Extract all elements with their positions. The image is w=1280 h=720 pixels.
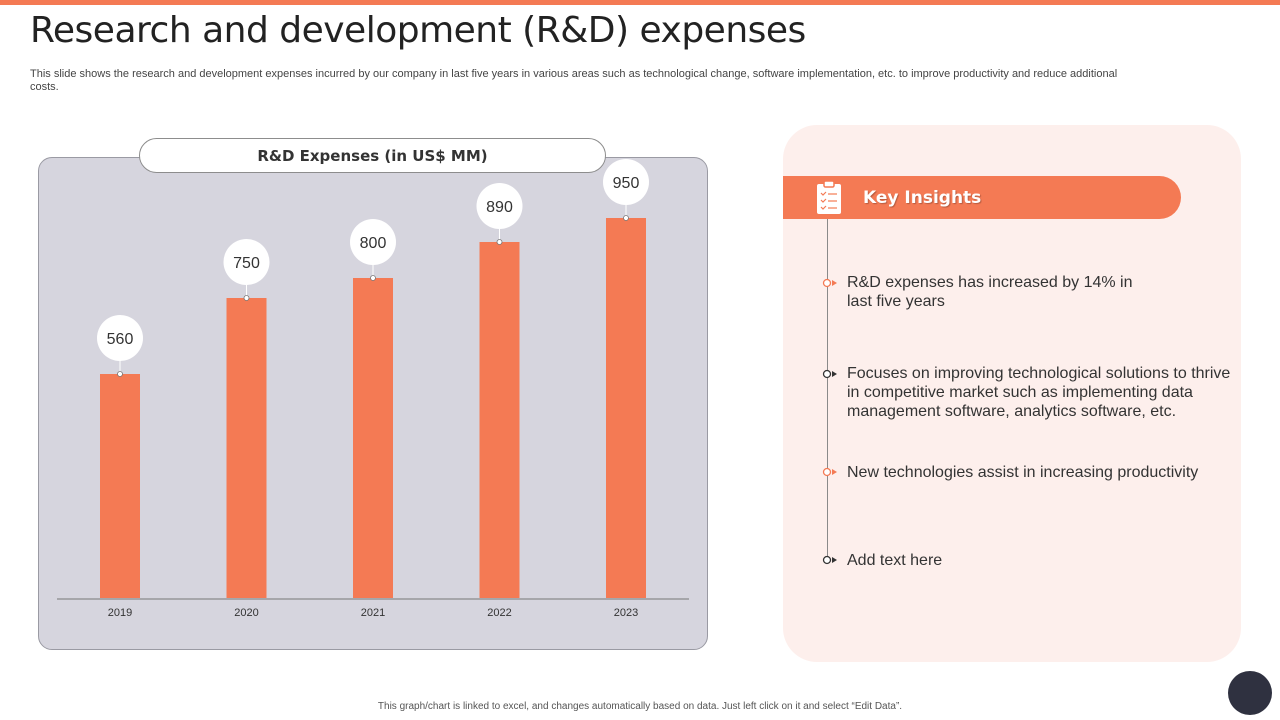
x-tick-label-2022: 2022 — [487, 607, 511, 619]
insight-bullet-dark-icon — [822, 369, 837, 379]
slide-subtitle: This slide shows the research and develo… — [30, 68, 1118, 93]
floating-action-button[interactable] — [1228, 671, 1272, 715]
data-label-bubble — [603, 159, 649, 205]
data-label-2020: 750 — [233, 255, 260, 272]
data-label-bubble — [97, 315, 143, 361]
clipboard-checklist-icon — [817, 180, 841, 214]
bar-2020 — [226, 298, 267, 598]
bar-2023 — [606, 218, 646, 598]
insight-item-4[interactable]: Add text here — [847, 552, 943, 569]
data-label-anchor-dot — [117, 371, 123, 377]
timeline-line — [827, 219, 828, 562]
footer-note: This graph/chart is linked to excel, and… — [377, 701, 903, 712]
data-label-anchor-dot — [370, 275, 376, 281]
insight-item-2: Focuses on improving technological solut… — [847, 365, 1231, 420]
key-insights-header: Key Insights — [783, 176, 1181, 219]
insight-bullet-dark-icon — [822, 555, 837, 565]
data-label-bubble — [476, 183, 523, 229]
bar-2021 — [353, 278, 393, 598]
data-label-2022: 890 — [486, 199, 513, 216]
data-label-bubble — [223, 239, 270, 285]
bar-2019 — [100, 374, 140, 598]
data-label-anchor-dot — [623, 215, 629, 221]
data-label-2023: 950 — [613, 175, 640, 192]
chart-title: R&D Expenses (in US$ MM) — [139, 138, 606, 173]
x-tick-label-2023: 2023 — [614, 607, 638, 619]
data-label-bubble — [350, 219, 396, 265]
data-label-anchor-dot — [496, 239, 503, 245]
data-label-anchor-dot — [243, 295, 250, 301]
insight-item-3: New technologies assist in increasing pr… — [847, 464, 1199, 481]
bar-2022 — [479, 242, 520, 598]
top-accent-bar — [0, 0, 1280, 5]
insight-bullet-orange-icon — [822, 467, 837, 477]
key-insights-label: Key Insights — [863, 188, 982, 208]
insight-item-1: R&D expenses has increased by 14% in las… — [847, 274, 1133, 310]
data-label-2021: 800 — [360, 235, 387, 252]
data-label-2019: 560 — [107, 331, 134, 348]
x-tick-label-2020: 2020 — [234, 607, 258, 619]
x-tick-label-2021: 2021 — [361, 607, 385, 619]
insight-bullet-orange-icon — [822, 278, 837, 288]
slide-title: Research and development (R&D) expenses — [30, 10, 806, 51]
x-tick-label-2019: 2019 — [108, 607, 132, 619]
